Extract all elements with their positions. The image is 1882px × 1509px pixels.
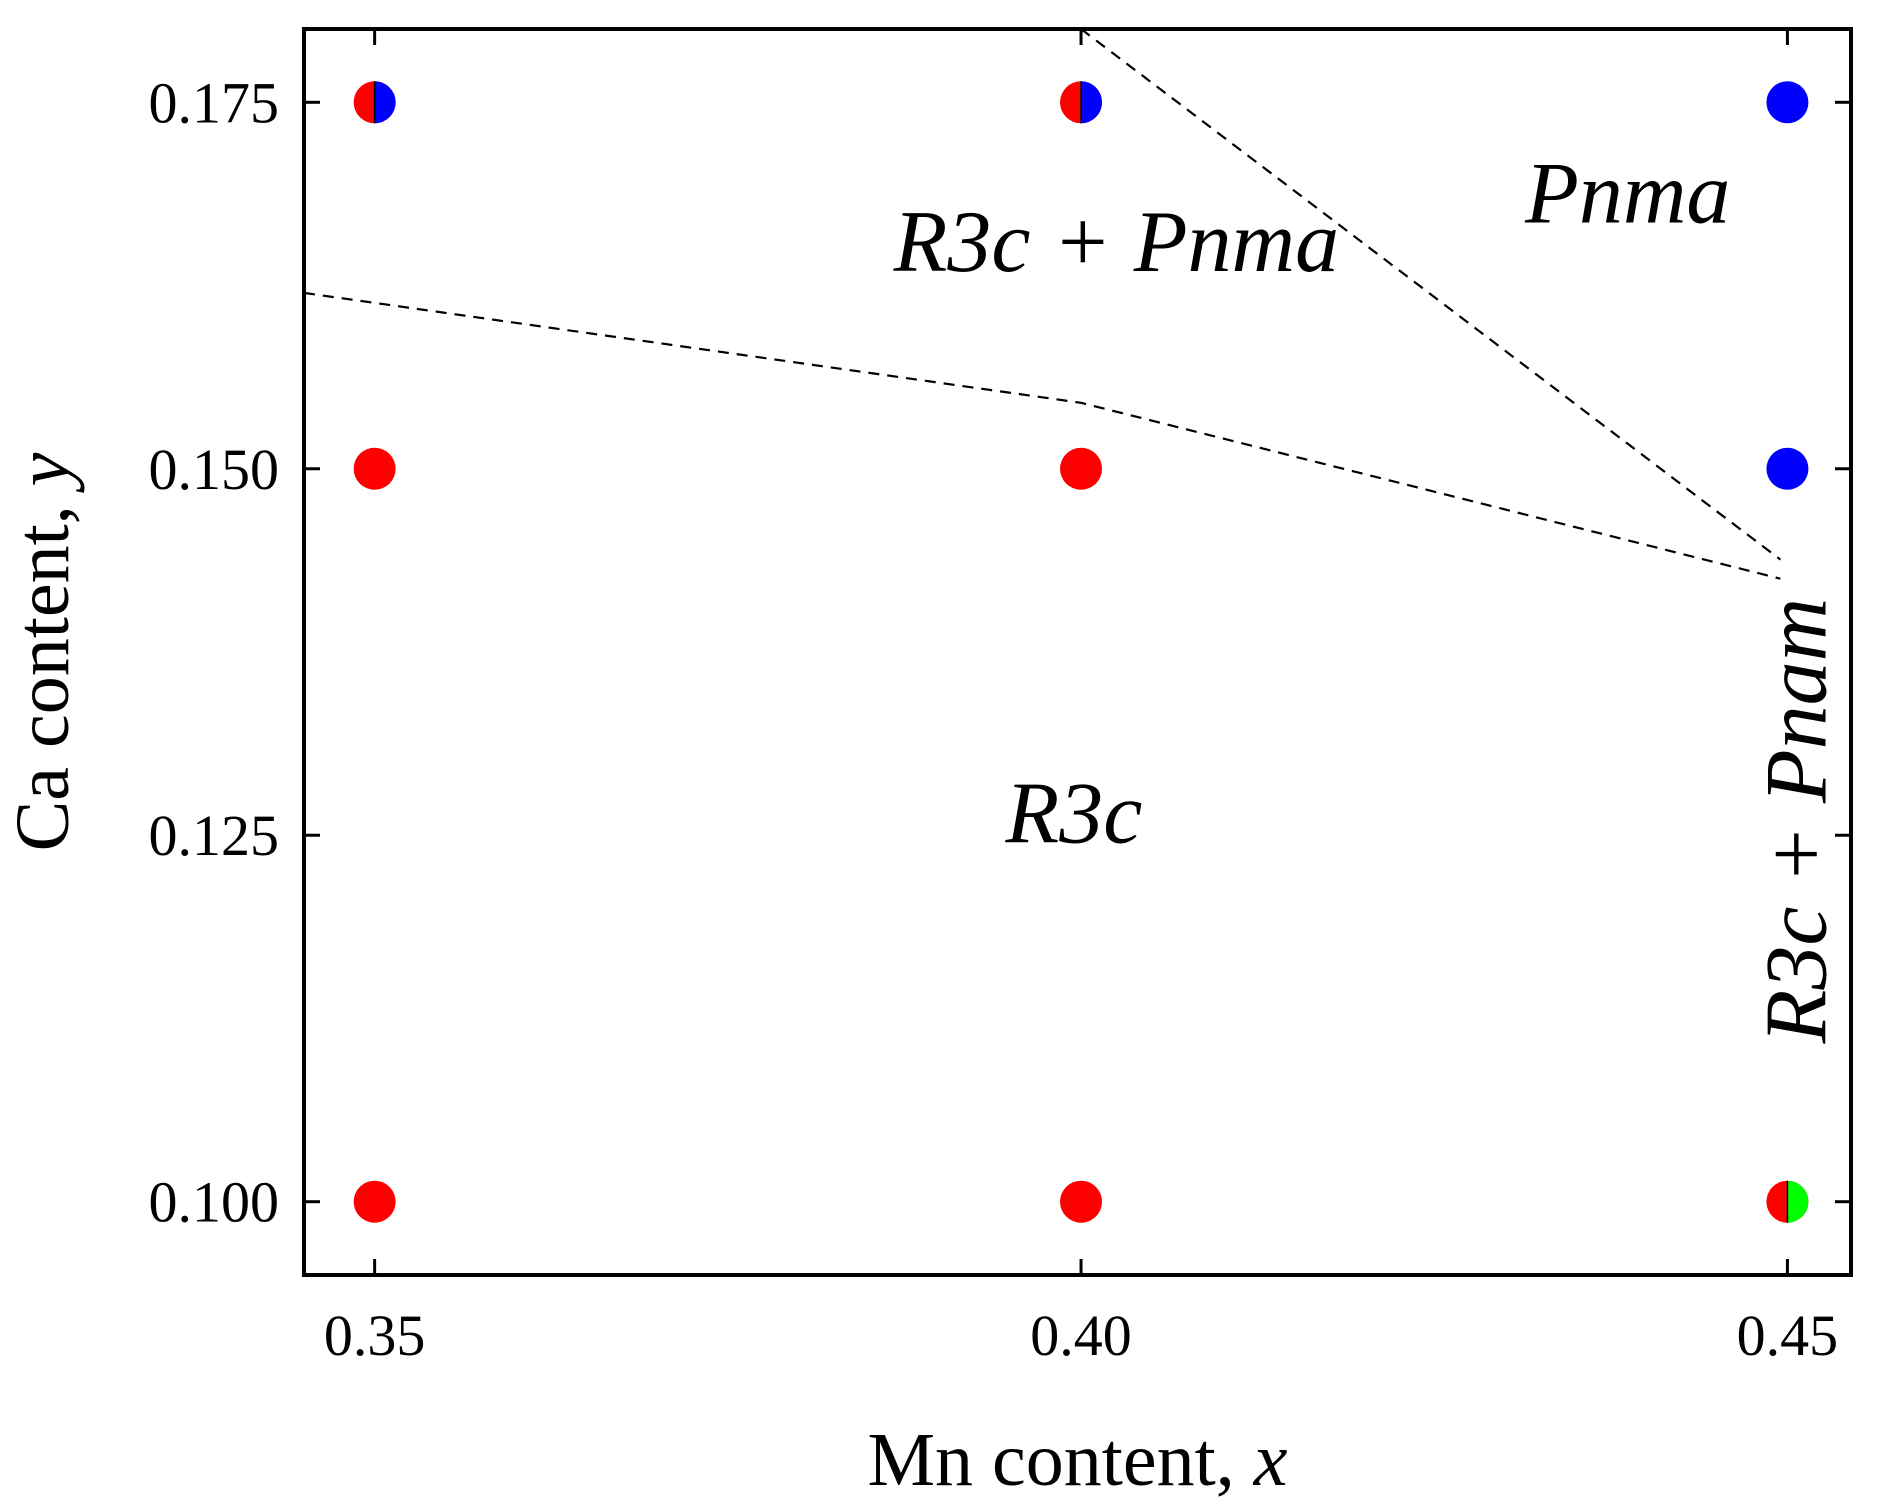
- y-tick-label: 0.125: [149, 803, 280, 868]
- x-axis-ticks: 0.35 0.40 0.45: [324, 29, 1838, 1368]
- point-marker: [353, 1180, 396, 1223]
- boundary-line-lower: [303, 291, 1781, 580]
- y-tick-label: 0.150: [149, 437, 280, 502]
- plot-frame: [302, 27, 1853, 1277]
- y-axis-ticks: 0.100 0.125 0.150 0.175: [149, 70, 1851, 1235]
- data-point: [353, 81, 396, 124]
- region-label-r3c-pnma: R3c + Pnma: [893, 194, 1340, 291]
- point-marker-right-half: [1787, 1180, 1809, 1223]
- point-marker: [1060, 447, 1103, 490]
- point-marker-right-half: [1081, 81, 1103, 124]
- point-marker: [353, 447, 396, 490]
- region-label-r3c-pnam: R3c + Pnam: [1749, 598, 1846, 1044]
- data-point: [1766, 81, 1809, 124]
- point-marker-right-half: [374, 81, 396, 124]
- point-marker: [1766, 447, 1809, 490]
- x-tick-label: 0.45: [1737, 1303, 1839, 1368]
- x-axis-title: Mn content, x: [867, 1418, 1287, 1502]
- point-marker: [1060, 1180, 1103, 1223]
- x-tick-label: 0.40: [1030, 1303, 1132, 1368]
- data-point: [1766, 447, 1809, 490]
- data-point: [1060, 81, 1103, 124]
- y-axis-title: Ca content, y: [1, 452, 85, 851]
- phase-boundaries: [303, 28, 1782, 580]
- y-tick-label: 0.175: [149, 70, 280, 135]
- region-label-r3c: R3c: [1005, 766, 1143, 863]
- region-labels: R3c + Pnma Pnma R3c R3c + Pnam: [893, 145, 1846, 1044]
- point-marker: [1766, 81, 1809, 124]
- boundary-line-upper: [1080, 28, 1782, 561]
- data-point: [1060, 1180, 1103, 1223]
- y-tick-label: 0.100: [149, 1170, 280, 1235]
- data-point: [1060, 447, 1103, 490]
- x-tick-label: 0.35: [324, 1303, 426, 1368]
- region-label-pnma: Pnma: [1524, 145, 1730, 242]
- data-point: [353, 447, 396, 490]
- data-point: [353, 1180, 396, 1223]
- data-point: [1766, 1180, 1809, 1223]
- data-points: [353, 81, 1809, 1223]
